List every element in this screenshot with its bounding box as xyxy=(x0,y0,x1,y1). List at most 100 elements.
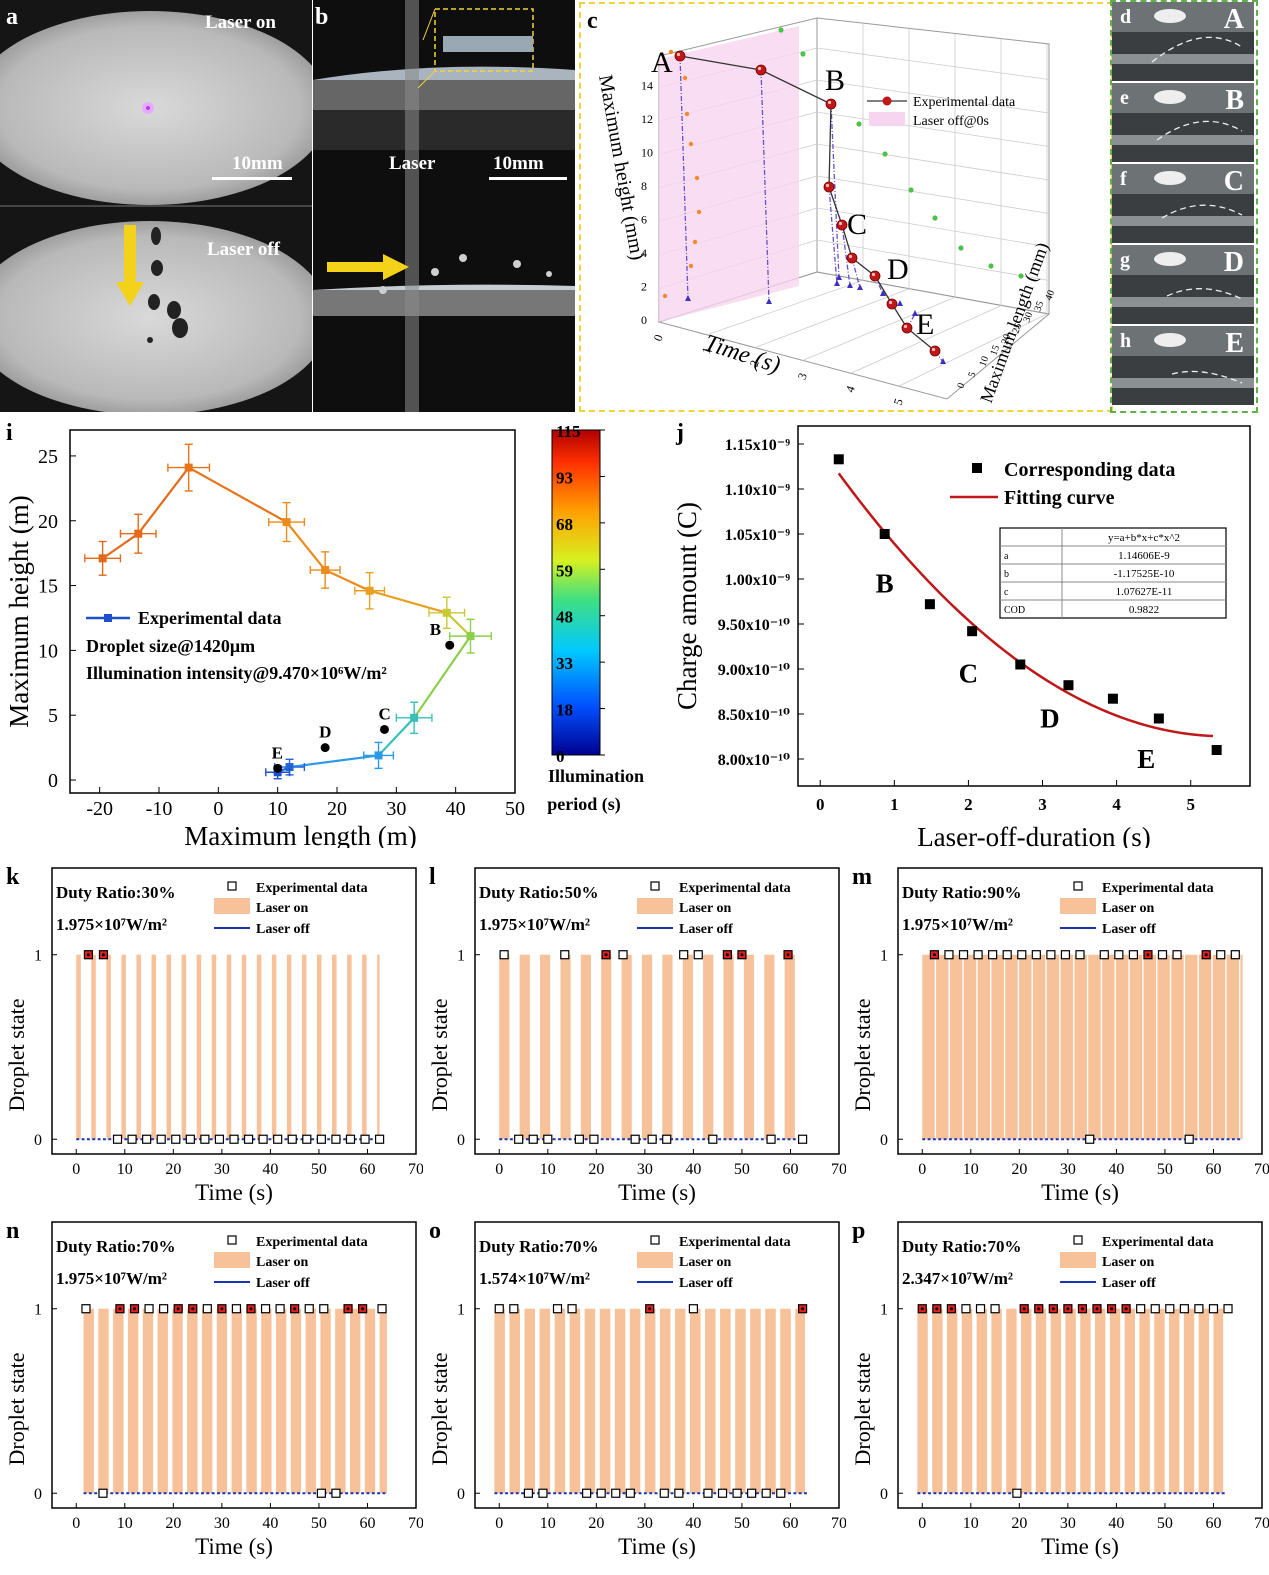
data-point-state-1 xyxy=(975,1304,986,1314)
intensity-label: 1.975×10⁷W/m² xyxy=(56,915,167,934)
data-point-dot xyxy=(932,953,936,957)
bottom-x-tick: 0 xyxy=(495,1161,503,1178)
c-data-point xyxy=(836,219,848,231)
j-y-tick: 8.50x10⁻¹⁰ xyxy=(718,707,790,724)
laser-on-bar xyxy=(1198,1308,1210,1494)
laser-on-bar xyxy=(723,954,734,1140)
laser-on-bar xyxy=(187,1308,198,1494)
bottom-x-tick: 60 xyxy=(359,1161,375,1178)
i-note-droplet: Droplet size@1420μm xyxy=(86,636,255,656)
bottom-x-tick: 40 xyxy=(1108,1161,1124,1178)
j-x-tick: 1 xyxy=(890,795,899,814)
panel-m: 0 10 20 30 40 50 60 70 0 1 Time (s) Droplet state Du… xyxy=(846,864,1269,1216)
legend-label-laser-off: Laser off xyxy=(1102,1276,1156,1291)
legend-marker-experimental xyxy=(1073,1235,1083,1245)
panel-m-svg: 0 10 20 30 40 50 60 70 0 1 Time (s) Droplet state Du… xyxy=(850,867,1269,1205)
c-y-tick: 40 xyxy=(1043,289,1057,302)
laser-on-bar xyxy=(674,1308,686,1494)
j-marker-label: D xyxy=(1040,704,1060,734)
legend-marker-experimental xyxy=(227,881,237,891)
bottom-y-tick: 0 xyxy=(457,1486,465,1503)
bottom-x-label: Time (s) xyxy=(195,1534,273,1559)
j-legend-label: Fitting curve xyxy=(1004,487,1115,509)
laser-on-bar xyxy=(157,1308,168,1494)
j-marker-label: B xyxy=(876,569,894,599)
data-point-state-1 xyxy=(1002,950,1012,960)
bottom-axes-frame xyxy=(474,1221,840,1509)
strip-label-d: d xyxy=(1120,6,1132,28)
laser-on-bar xyxy=(1088,954,1101,1140)
laser-on-bar xyxy=(181,954,187,1140)
laser-on-bar xyxy=(560,954,571,1140)
strip-label-e: e xyxy=(1120,87,1129,109)
data-point-dot xyxy=(118,1307,122,1311)
intensity-label: 1.975×10⁷W/m² xyxy=(902,915,1013,934)
i-x-tick: 10 xyxy=(268,798,288,820)
data-point-state-0 xyxy=(761,1488,771,1498)
laser-on-bar xyxy=(1060,954,1074,1140)
c-grid-line xyxy=(898,313,1048,387)
bottom-x-tick: 60 xyxy=(782,1515,798,1532)
strip-label-h: h xyxy=(1120,330,1132,352)
laser-on-bar xyxy=(936,954,949,1140)
bottom-x-tick: 20 xyxy=(588,1161,604,1178)
laser-on-bar xyxy=(271,954,277,1140)
j-legend-label: Corresponding data xyxy=(1004,459,1175,481)
data-point-dot xyxy=(86,953,90,957)
i-data-point xyxy=(374,751,383,760)
data-point-state-1 xyxy=(499,950,509,960)
laser-on-bar xyxy=(286,954,292,1140)
laser-on-bar xyxy=(364,1308,376,1494)
data-point-state-0 xyxy=(625,1488,635,1498)
c-data-point-highlight xyxy=(848,254,853,259)
laser-on-bar xyxy=(601,954,612,1140)
laser-on-bar xyxy=(1213,1308,1224,1494)
laser-on-bar xyxy=(499,954,510,1140)
intensity-label: 2.347×10⁷W/m² xyxy=(902,1269,1013,1288)
data-point-dot xyxy=(346,1307,350,1311)
c-x-label: Time (s) xyxy=(701,330,783,379)
laser-on-bar xyxy=(196,954,202,1140)
j-data-point xyxy=(1107,693,1118,704)
laser-on-bar xyxy=(765,1308,776,1494)
data-point-state-1 xyxy=(81,1304,91,1314)
bottom-y-label: Droplet state xyxy=(4,998,29,1111)
laser-on-bar xyxy=(519,954,530,1140)
data-point-state-1 xyxy=(509,1304,519,1314)
j-y-tick: 1.15x10⁻⁹ xyxy=(725,437,790,454)
j-x-tick: 0 xyxy=(816,795,825,814)
panel-label-l: l xyxy=(429,864,436,890)
c-projection-point xyxy=(778,27,784,33)
data-point-state-1 xyxy=(144,1304,154,1314)
c-data-point xyxy=(825,98,837,110)
data-point-dot xyxy=(1110,1307,1114,1311)
bottom-y-tick: 0 xyxy=(34,1132,42,1149)
legend-swatch-laser-on xyxy=(214,1252,250,1268)
j-x-tick: 3 xyxy=(1038,795,1047,814)
i-marker-dot xyxy=(445,640,455,650)
i-marker-dot xyxy=(379,724,389,734)
c-drop-marker xyxy=(880,290,886,296)
data-point-dot xyxy=(740,953,744,957)
laser-on-bar xyxy=(113,1308,124,1494)
c-data-line xyxy=(679,55,936,352)
legend-label-experimental: Experimental data xyxy=(256,1235,368,1250)
c-drop-marker xyxy=(940,358,946,364)
laser-on-bar xyxy=(569,1308,581,1494)
j-fit-table-value: y=a+b*x+c*x^2 xyxy=(1108,532,1180,544)
c-data-point-highlight xyxy=(825,183,830,188)
bottom-x-tick: 50 xyxy=(734,1515,750,1532)
legend-marker-experimental xyxy=(650,1235,660,1245)
bottom-axes-frame xyxy=(51,1221,417,1509)
laser-on-bar xyxy=(539,1308,551,1494)
i-data-point xyxy=(285,763,294,772)
laser-on-bar xyxy=(509,1308,520,1494)
laser-on-bar xyxy=(335,1308,346,1494)
j-fit-table-key: c xyxy=(1004,587,1009,598)
bottom-x-tick: 50 xyxy=(1157,1161,1173,1178)
laser-on-bar xyxy=(629,1308,641,1494)
bottom-x-tick: 20 xyxy=(1011,1161,1027,1178)
c-data-point-highlight xyxy=(888,300,893,305)
duty-ratio-label: Duty Ratio:70% xyxy=(56,1237,175,1256)
